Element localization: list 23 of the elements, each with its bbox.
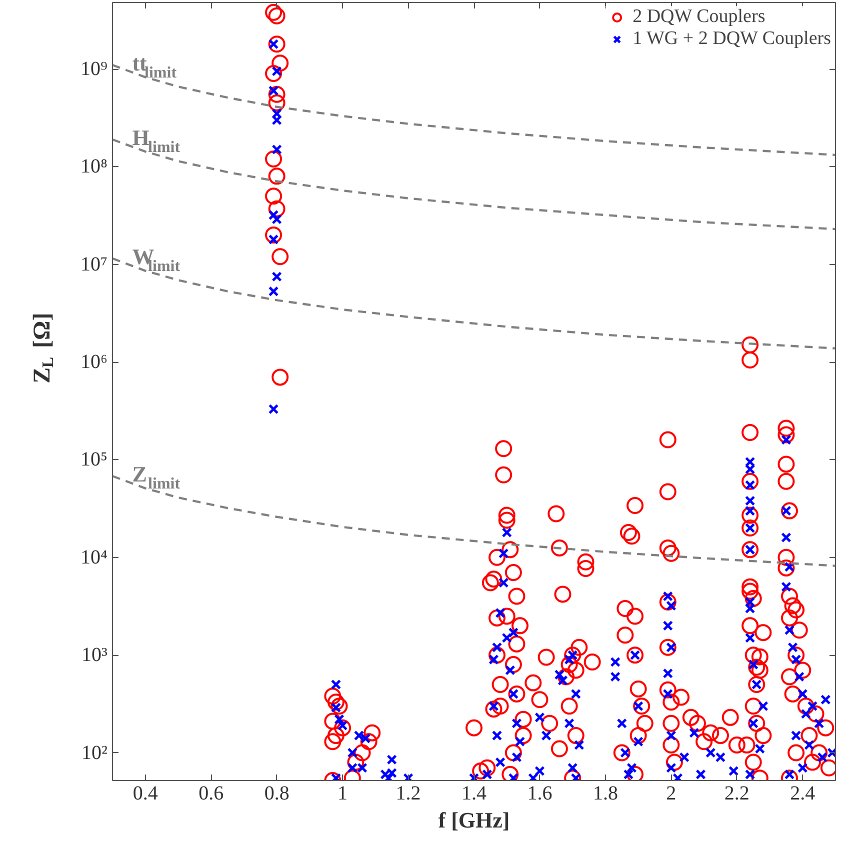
x-tick-label: 0.8 [264,782,290,804]
x-tick-label: 1.2 [396,782,421,804]
x-tick-label: 2 [666,782,676,804]
x-axis-title: f [GHz] [438,808,510,832]
y-tick-label: 10⁸ [80,156,108,178]
x-tick-label: 2.2 [724,782,750,804]
y-tick-label: 10⁴ [80,546,108,568]
x-tick-label: 1.6 [527,782,552,804]
x-tick-label: 2.4 [790,782,816,804]
y-tick-label: 10² [82,742,108,764]
y-tick-label: 10⁹ [80,58,108,80]
x-tick-label: 0.6 [198,782,224,804]
y-axis-title: ZL [Ω] [30,312,57,384]
y-tick-label: 10³ [82,644,108,666]
x-tick-label: 0.4 [132,782,158,804]
legend-label: 2 DQW Couplers [632,6,766,28]
y-tick-label: 10⁵ [80,448,108,471]
x-tick-label: 1.4 [462,782,486,804]
y-tick-label: 10⁷ [80,253,108,276]
y-tick-label: 10⁶ [80,351,108,374]
x-tick-label: 1 [338,782,348,804]
x-tick-label: 1.8 [592,782,618,804]
legend-label: 1 WG + 2 DQW Couplers [632,28,831,50]
